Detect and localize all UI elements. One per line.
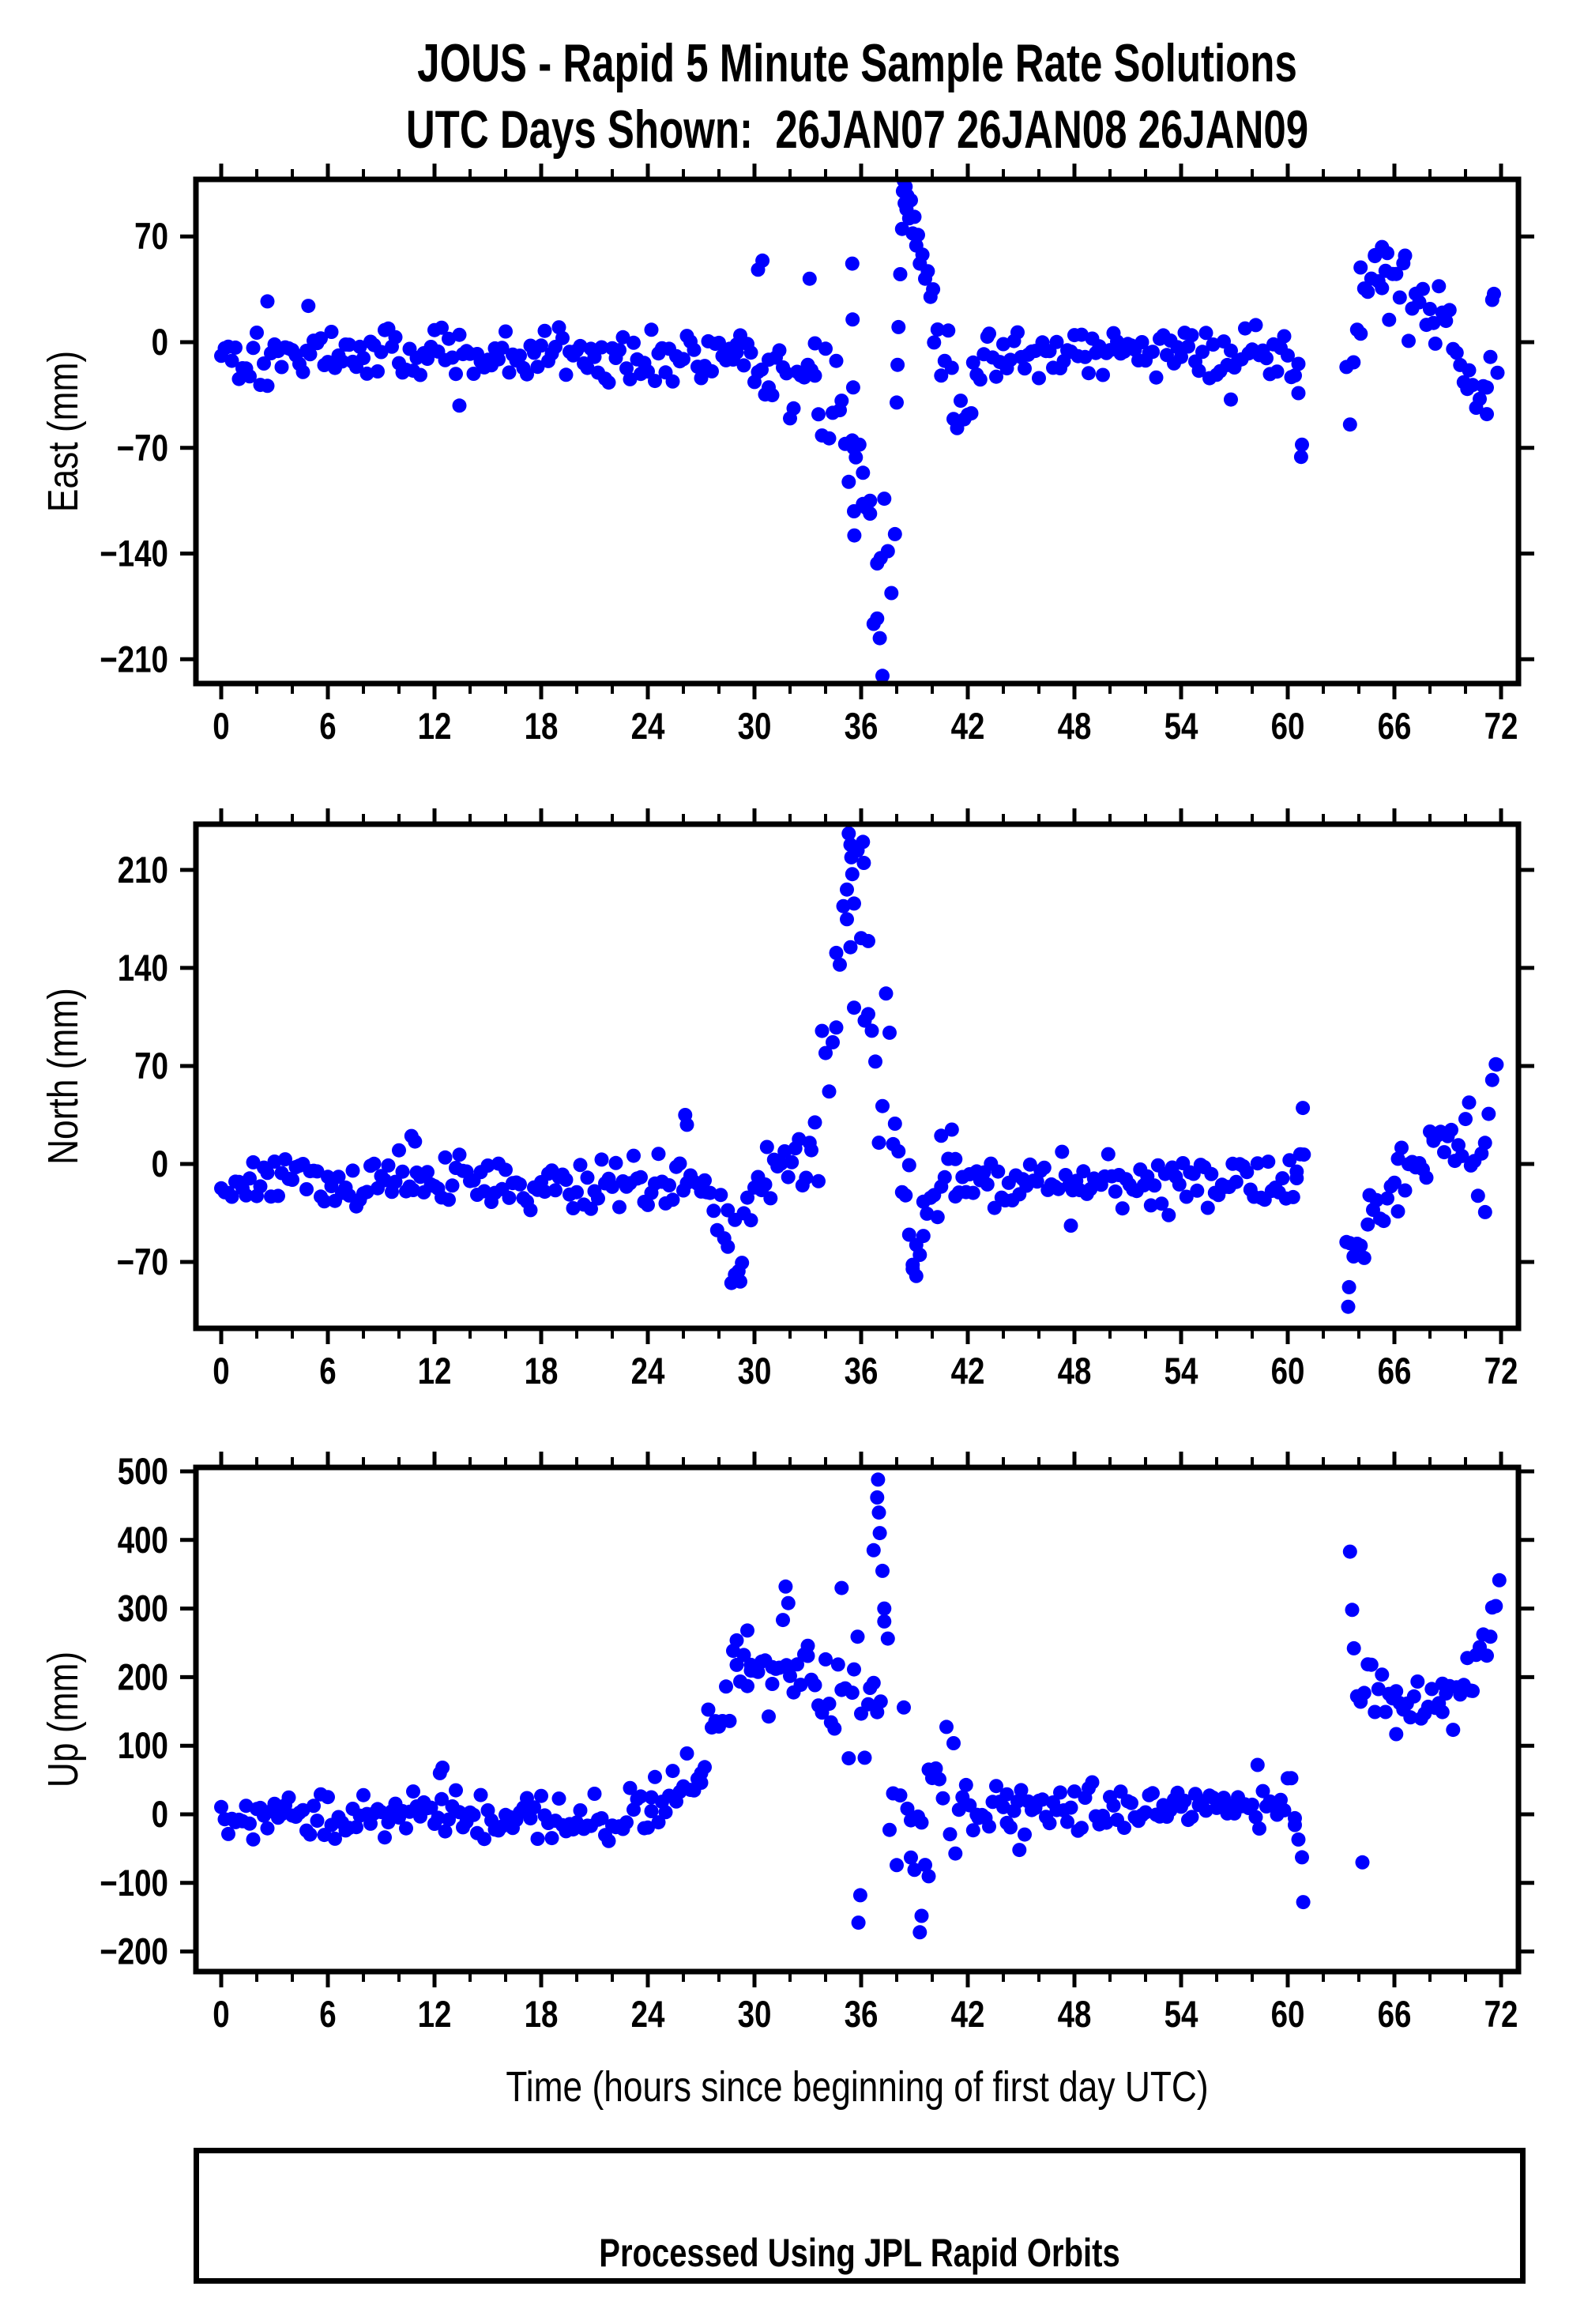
svg-text:−70: −70	[117, 1241, 168, 1283]
svg-text:24: 24	[631, 1350, 665, 1392]
svg-text:48: 48	[1058, 1994, 1092, 2035]
svg-text:0: 0	[213, 706, 229, 747]
svg-text:6: 6	[319, 1350, 336, 1392]
svg-text:30: 30	[738, 706, 772, 747]
svg-text:48: 48	[1058, 706, 1092, 747]
east-tick-labels: 0 6 12 18 24 30 36 42 48 54 60 66 72 70 0 −70 −140 −210	[100, 217, 1518, 748]
svg-text:−210: −210	[100, 639, 168, 680]
time-axis-title: Time (hours since beginning of first day…	[506, 2063, 1209, 2111]
svg-text:0: 0	[152, 1143, 168, 1185]
svg-text:−140: −140	[100, 533, 168, 574]
svg-text:−100: −100	[100, 1863, 168, 1904]
east-axis-ticks	[180, 164, 1534, 699]
svg-text:36: 36	[845, 1350, 879, 1392]
svg-text:36: 36	[845, 1994, 879, 2035]
svg-text:48: 48	[1058, 1350, 1092, 1392]
svg-text:36: 36	[845, 706, 879, 747]
svg-text:12: 12	[418, 1350, 452, 1392]
footer-box: Processed Using JPL Rapid Orbits by the …	[194, 2148, 1526, 2284]
svg-text:24: 24	[631, 1994, 665, 2035]
svg-text:200: 200	[118, 1657, 168, 1698]
svg-text:42: 42	[951, 1350, 985, 1392]
svg-text:6: 6	[319, 1994, 336, 2035]
svg-text:500: 500	[118, 1451, 168, 1492]
svg-text:6: 6	[319, 706, 336, 747]
svg-text:60: 60	[1271, 706, 1305, 747]
svg-text:66: 66	[1378, 1350, 1412, 1392]
svg-text:42: 42	[951, 706, 985, 747]
svg-text:70: 70	[134, 1045, 168, 1087]
svg-text:0: 0	[213, 1994, 229, 2035]
svg-text:400: 400	[118, 1520, 168, 1561]
svg-text:72: 72	[1484, 1994, 1518, 2035]
svg-text:0: 0	[152, 1794, 168, 1835]
svg-text:18: 18	[525, 1350, 559, 1392]
svg-text:54: 54	[1165, 706, 1198, 747]
svg-text:60: 60	[1271, 1350, 1305, 1392]
north-axis-ticks	[180, 808, 1534, 1344]
svg-text:72: 72	[1484, 706, 1518, 747]
up-tick-labels: 0 6 12 18 24 30 36 42 48 54 60 66 72 500 400 300 200 100 0…	[100, 1451, 1518, 2035]
north-axis-title: North (mm)	[40, 988, 87, 1165]
svg-text:72: 72	[1484, 1350, 1518, 1392]
svg-text:300: 300	[118, 1588, 168, 1629]
svg-text:210: 210	[118, 849, 168, 891]
footer-lines: Processed Using JPL Rapid Orbits by the …	[331, 2158, 1388, 2324]
north-tick-labels: 0 6 12 18 24 30 36 42 48 54 60 66 72 210 140 70 0 −70	[117, 849, 1518, 1392]
up-scatter-points	[214, 1472, 1507, 1972]
svg-text:42: 42	[951, 1994, 985, 2035]
east-scatter-points	[214, 179, 1505, 684]
up-axis-title: Up (mm)	[40, 1651, 87, 1788]
svg-text:30: 30	[738, 1994, 772, 2035]
svg-text:18: 18	[525, 706, 559, 747]
north-plot-frame	[193, 821, 1522, 1331]
svg-text:0: 0	[152, 322, 168, 363]
svg-text:60: 60	[1271, 1994, 1305, 2035]
page-subtitle: UTC Days Shown: 26JAN07 26JAN08 26JAN09	[405, 100, 1309, 160]
svg-text:−70: −70	[117, 428, 168, 469]
page-title: JOUS - Rapid 5 Minute Sample Rate Soluti…	[417, 33, 1297, 93]
svg-text:54: 54	[1165, 1350, 1198, 1392]
up-plot-frame	[193, 1464, 1522, 1975]
svg-text:140: 140	[118, 947, 168, 989]
svg-text:70: 70	[134, 217, 168, 258]
svg-text:12: 12	[418, 1994, 452, 2035]
east-plot-frame	[193, 176, 1522, 687]
svg-text:100: 100	[118, 1726, 168, 1767]
svg-text:24: 24	[631, 706, 665, 747]
svg-text:12: 12	[418, 706, 452, 747]
north-scatter-points	[214, 826, 1504, 1314]
svg-text:66: 66	[1378, 1994, 1412, 2035]
svg-text:30: 30	[738, 1350, 772, 1392]
footer-line-1: Processed Using JPL Rapid Orbits	[599, 2231, 1120, 2275]
east-axis-title: East (mm)	[40, 350, 87, 513]
svg-text:66: 66	[1378, 706, 1412, 747]
svg-text:54: 54	[1165, 1994, 1198, 2035]
svg-text:−200: −200	[100, 1931, 168, 1972]
svg-text:18: 18	[525, 1994, 559, 2035]
svg-text:0: 0	[213, 1350, 229, 1392]
